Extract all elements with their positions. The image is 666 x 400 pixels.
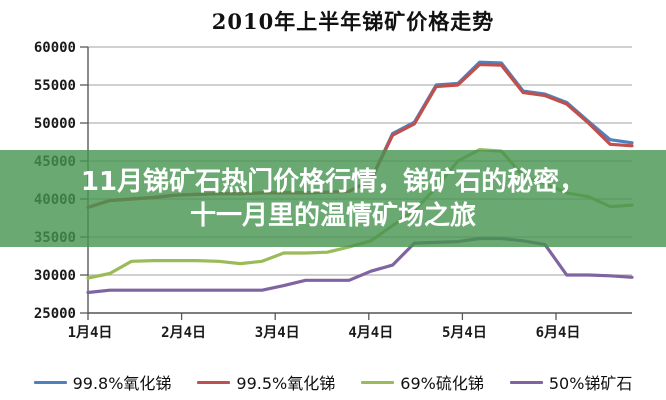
legend-label: 50%锑矿石 [548,374,633,393]
y-axis-tick-label: 25000 [34,306,76,322]
legend-line-swatch-purple-icon [509,380,543,384]
legend-line-swatch-blue-icon [33,380,67,384]
y-axis-tick-label: 50000 [34,116,76,132]
legend-label: 99.8%氧化锑 [72,374,172,393]
x-axis-tick-label: 3月4日 [255,325,300,341]
chart-legend: 99.8%氧化锑 99.5%氧化锑 69%硫化锑 50%锑矿石 [0,371,666,393]
legend-line-swatch-red-icon [197,380,231,384]
x-axis-tick-label: 6月4日 [536,325,581,341]
legend-item-ore-50: 50%锑矿石 [509,370,633,394]
y-axis-tick-label: 60000 [34,40,76,56]
x-axis-tick-label: 1月4日 [68,325,113,341]
legend-item-oxide-998: 99.8%氧化锑 [33,370,172,394]
y-axis-tick-label: 30000 [34,268,76,284]
legend-item-oxide-995: 99.5%氧化锑 [197,370,335,394]
legend-label: 99.5%氧化锑 [236,374,336,393]
chart-title: 2010年上半年锑矿价格走势 [211,9,495,34]
x-axis-tick-label: 2月4日 [161,325,206,341]
headline-line-1: 11月锑矿石热门价格行情，锑矿石的秘密， [80,166,586,197]
x-axis-tick-label: 5月4日 [442,325,487,341]
y-axis-tick-label: 55000 [34,78,76,94]
headline-line-2: 十一月里的温情矿场之旅 [189,200,476,231]
legend-label: 69%硫化锑 [400,374,484,393]
legend-item-sulfide-69: 69%硫化锑 [361,370,484,394]
headline-overlay-banner: 11月锑矿石热门价格行情，锑矿石的秘密， 十一月里的温情矿场之旅 [0,150,666,247]
x-axis-tick-label: 4月4日 [348,325,393,341]
legend-line-swatch-green-icon [361,380,395,384]
